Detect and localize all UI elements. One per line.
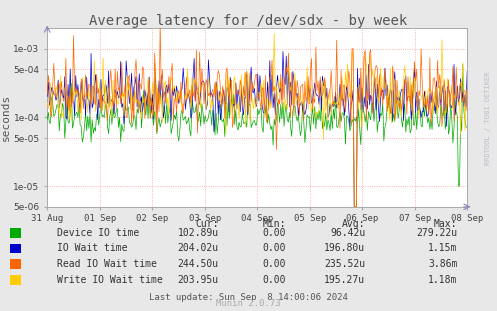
Text: 1.18m: 1.18m — [428, 275, 457, 285]
Text: Munin 2.0.73: Munin 2.0.73 — [216, 299, 281, 308]
Text: Max:: Max: — [434, 219, 457, 229]
Text: 3.86m: 3.86m — [428, 259, 457, 269]
Text: 235.52u: 235.52u — [324, 259, 365, 269]
Text: 102.89u: 102.89u — [177, 228, 219, 238]
Y-axis label: seconds: seconds — [0, 94, 10, 141]
Text: Min:: Min: — [262, 219, 286, 229]
Text: 244.50u: 244.50u — [177, 259, 219, 269]
Text: 0.00: 0.00 — [262, 244, 286, 253]
Text: 279.22u: 279.22u — [416, 228, 457, 238]
Text: IO Wait time: IO Wait time — [57, 244, 128, 253]
Text: 0.00: 0.00 — [262, 228, 286, 238]
Text: 96.42u: 96.42u — [330, 228, 365, 238]
Text: Avg:: Avg: — [342, 219, 365, 229]
Text: Read IO Wait time: Read IO Wait time — [57, 259, 157, 269]
Text: 0.00: 0.00 — [262, 275, 286, 285]
Text: Device IO time: Device IO time — [57, 228, 139, 238]
Text: Cur:: Cur: — [195, 219, 219, 229]
Text: Last update: Sun Sep  8 14:00:06 2024: Last update: Sun Sep 8 14:00:06 2024 — [149, 293, 348, 302]
Text: RRDTOOL / TOBI OETIKER: RRDTOOL / TOBI OETIKER — [485, 72, 491, 165]
Text: 203.95u: 203.95u — [177, 275, 219, 285]
Text: 0.00: 0.00 — [262, 259, 286, 269]
Text: 195.27u: 195.27u — [324, 275, 365, 285]
Text: Write IO Wait time: Write IO Wait time — [57, 275, 163, 285]
Text: 204.02u: 204.02u — [177, 244, 219, 253]
Text: 1.15m: 1.15m — [428, 244, 457, 253]
Text: Average latency for /dev/sdx - by week: Average latency for /dev/sdx - by week — [89, 14, 408, 28]
Text: 196.80u: 196.80u — [324, 244, 365, 253]
